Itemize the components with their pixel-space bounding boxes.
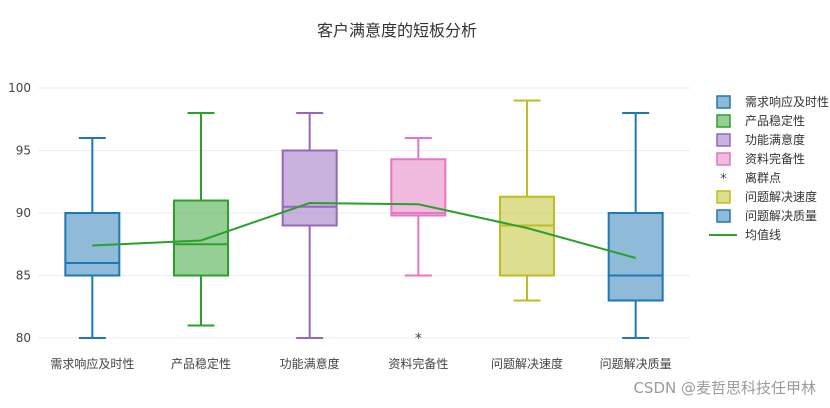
legend-label: 需求响应及时性 [745, 94, 829, 109]
x-tick-label: 需求响应及时性 [50, 356, 134, 371]
grid-lines [38, 87, 690, 339]
box-5 [499, 99, 555, 302]
legend-label: 功能满意度 [745, 132, 805, 147]
box-body [499, 195, 555, 277]
legend-swatch [716, 190, 731, 204]
legend-swatch [716, 95, 731, 109]
y-tick-label: 95 [16, 144, 31, 158]
legend-label: 问题解决质量 [745, 209, 817, 223]
mean-line [92, 201, 636, 259]
legend-outlier-marker: * [720, 172, 727, 187]
y-tick-label: 80 [16, 331, 31, 345]
mean-line-layer [92, 201, 636, 259]
chart-title: 客户满意度的短板分析 [317, 21, 477, 40]
legend-item[interactable]: 问题解决质量 [716, 209, 817, 223]
box-body [607, 212, 664, 302]
legend-label: 均值线 [745, 227, 781, 242]
box-body [390, 158, 447, 217]
legend-label: 资料完备性 [745, 151, 805, 166]
legend-label: 问题解决速度 [745, 189, 817, 204]
box-3 [281, 112, 338, 339]
box-1 [64, 137, 121, 339]
y-axis: 80 85 90 95 100 [8, 81, 31, 345]
box-series: * [64, 99, 664, 347]
y-tick-label: 100 [8, 81, 31, 95]
legend-item[interactable]: 需求响应及时性 [716, 94, 829, 109]
y-tick-label: 85 [16, 269, 31, 283]
x-tick-label: 问题解决速度 [491, 356, 563, 371]
box-body [173, 199, 229, 277]
legend-label: 离群点 [745, 170, 781, 185]
legend-item[interactable]: 问题解决速度 [716, 189, 817, 204]
x-axis: 需求响应及时性 产品稳定性 功能满意度 资料完备性 问题解决速度 问题解决质量 [50, 356, 671, 371]
box-body [281, 149, 338, 227]
x-tick-label: 资料完备性 [388, 356, 448, 371]
y-tick-label: 90 [16, 206, 31, 220]
box-4: * [390, 137, 447, 347]
x-tick-label: 功能满意度 [280, 356, 340, 371]
legend-item[interactable]: 均值线 [709, 227, 781, 242]
x-tick-label: 产品稳定性 [171, 356, 231, 371]
legend-label: 产品稳定性 [745, 113, 805, 128]
box-2 [173, 112, 229, 327]
box-6 [607, 112, 664, 339]
legend-item[interactable]: 资料完备性 [716, 151, 805, 166]
legend-item[interactable]: * 离群点 [720, 170, 781, 187]
legend-swatch [716, 114, 731, 128]
outlier-point: * [415, 331, 422, 347]
legend-swatch [716, 209, 731, 223]
legend-item[interactable]: 产品稳定性 [716, 113, 805, 128]
x-tick-label: 问题解决质量 [600, 357, 672, 371]
watermark: CSDN @麦哲思科技任甲林 [633, 379, 816, 397]
legend-item[interactable]: 功能满意度 [716, 132, 805, 147]
legend-swatch [716, 152, 731, 166]
legend-swatch [716, 133, 731, 147]
